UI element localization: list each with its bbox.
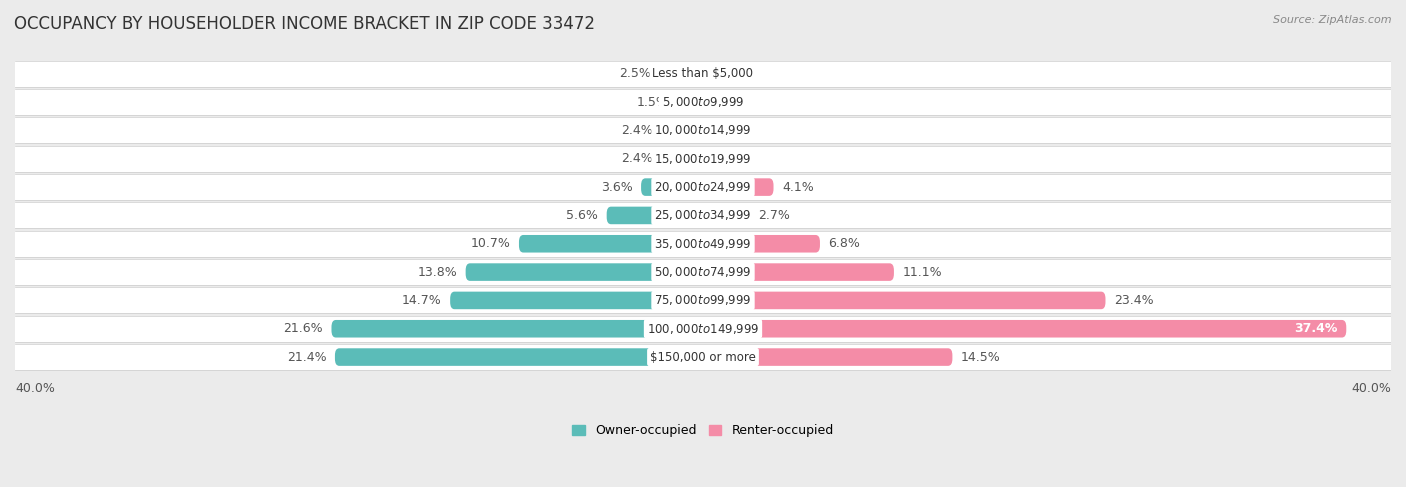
Text: 14.5%: 14.5% (960, 351, 1001, 364)
FancyBboxPatch shape (678, 94, 703, 111)
FancyBboxPatch shape (15, 231, 1391, 257)
FancyBboxPatch shape (15, 344, 1391, 370)
FancyBboxPatch shape (15, 287, 1391, 314)
Text: $5,000 to $9,999: $5,000 to $9,999 (662, 95, 744, 109)
Text: 0.0%: 0.0% (711, 67, 744, 80)
Text: 6.8%: 6.8% (828, 237, 860, 250)
FancyBboxPatch shape (662, 150, 703, 168)
Text: 21.6%: 21.6% (283, 322, 323, 335)
Text: Less than $5,000: Less than $5,000 (652, 67, 754, 80)
Text: 37.4%: 37.4% (1295, 322, 1337, 335)
FancyBboxPatch shape (703, 178, 773, 196)
Text: $150,000 or more: $150,000 or more (650, 351, 756, 364)
Text: 2.4%: 2.4% (621, 124, 654, 137)
Text: $20,000 to $24,999: $20,000 to $24,999 (654, 180, 752, 194)
FancyBboxPatch shape (465, 263, 703, 281)
Text: 2.7%: 2.7% (758, 209, 790, 222)
Text: 10.7%: 10.7% (471, 237, 510, 250)
FancyBboxPatch shape (15, 259, 1391, 285)
FancyBboxPatch shape (703, 292, 1105, 309)
FancyBboxPatch shape (606, 206, 703, 224)
FancyBboxPatch shape (659, 65, 703, 83)
FancyBboxPatch shape (15, 89, 1391, 115)
Text: $35,000 to $49,999: $35,000 to $49,999 (654, 237, 752, 251)
FancyBboxPatch shape (332, 320, 703, 337)
FancyBboxPatch shape (15, 117, 1391, 144)
Text: 13.8%: 13.8% (418, 265, 457, 279)
Text: 0.0%: 0.0% (711, 152, 744, 165)
Text: 40.0%: 40.0% (15, 382, 55, 395)
FancyBboxPatch shape (15, 316, 1391, 342)
Text: $100,000 to $149,999: $100,000 to $149,999 (647, 322, 759, 336)
Text: 40.0%: 40.0% (1351, 382, 1391, 395)
FancyBboxPatch shape (15, 203, 1391, 228)
FancyBboxPatch shape (703, 263, 894, 281)
Text: Source: ZipAtlas.com: Source: ZipAtlas.com (1274, 15, 1392, 25)
Text: 2.4%: 2.4% (621, 152, 654, 165)
Text: 0.0%: 0.0% (711, 95, 744, 109)
FancyBboxPatch shape (641, 178, 703, 196)
Text: $15,000 to $19,999: $15,000 to $19,999 (654, 152, 752, 166)
FancyBboxPatch shape (703, 235, 820, 253)
FancyBboxPatch shape (15, 146, 1391, 172)
FancyBboxPatch shape (335, 348, 703, 366)
FancyBboxPatch shape (662, 122, 703, 139)
Text: $25,000 to $34,999: $25,000 to $34,999 (654, 208, 752, 223)
FancyBboxPatch shape (703, 320, 1347, 337)
Text: 3.6%: 3.6% (600, 181, 633, 194)
Text: 11.1%: 11.1% (903, 265, 942, 279)
Text: $50,000 to $74,999: $50,000 to $74,999 (654, 265, 752, 279)
Text: 2.5%: 2.5% (620, 67, 651, 80)
Text: 23.4%: 23.4% (1114, 294, 1154, 307)
Text: OCCUPANCY BY HOUSEHOLDER INCOME BRACKET IN ZIP CODE 33472: OCCUPANCY BY HOUSEHOLDER INCOME BRACKET … (14, 15, 595, 33)
Text: 1.5%: 1.5% (637, 95, 669, 109)
Text: $10,000 to $14,999: $10,000 to $14,999 (654, 123, 752, 137)
Legend: Owner-occupied, Renter-occupied: Owner-occupied, Renter-occupied (568, 419, 838, 442)
Text: 21.4%: 21.4% (287, 351, 326, 364)
FancyBboxPatch shape (703, 348, 952, 366)
FancyBboxPatch shape (450, 292, 703, 309)
FancyBboxPatch shape (703, 206, 749, 224)
Text: 5.6%: 5.6% (567, 209, 598, 222)
Text: 4.1%: 4.1% (782, 181, 814, 194)
Text: $75,000 to $99,999: $75,000 to $99,999 (654, 294, 752, 307)
FancyBboxPatch shape (15, 174, 1391, 200)
FancyBboxPatch shape (15, 61, 1391, 87)
Text: 0.0%: 0.0% (711, 124, 744, 137)
FancyBboxPatch shape (519, 235, 703, 253)
Text: 14.7%: 14.7% (402, 294, 441, 307)
